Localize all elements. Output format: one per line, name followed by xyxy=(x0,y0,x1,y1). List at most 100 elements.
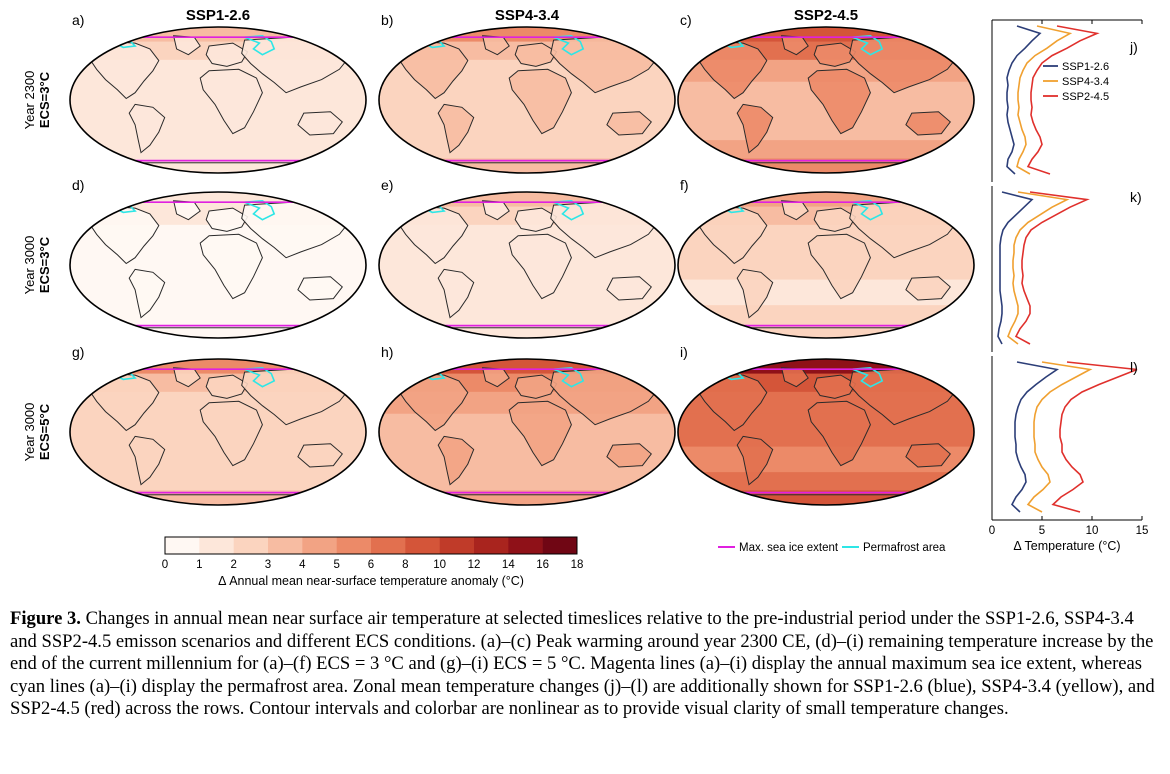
zonal-x-axis-label: Δ Temperature (°C) xyxy=(1013,539,1120,553)
column-title-ssp434: SSP4-3.4 xyxy=(495,7,560,24)
continent-africa xyxy=(807,233,871,300)
map-panel-b: b) xyxy=(378,12,676,174)
zonal-x-tick-label: 10 xyxy=(1086,525,1099,537)
antarctica xyxy=(70,327,366,338)
zonal-legend-label: SSP2-4.5 xyxy=(1062,91,1109,103)
map-panel-i: i) xyxy=(677,344,975,506)
continent-europe xyxy=(813,42,857,67)
colorbar-tick-label: 3 xyxy=(265,559,271,571)
zonal-line-ssp1-2.6 xyxy=(1011,361,1060,513)
zonal-line-ssp4-3.4 xyxy=(1026,361,1093,513)
figure-3: SSP1-2.6 SSP4-3.4 SSP2-4.5 Year 2300 ECS… xyxy=(22,7,1148,588)
antarctica xyxy=(379,327,675,338)
colorbar-segment xyxy=(371,537,406,554)
zonal-line-ssp1-2.6 xyxy=(1006,25,1042,175)
zonal-x-tick-label: 0 xyxy=(989,525,995,537)
continent-southAmerica xyxy=(128,435,166,486)
continent-europe xyxy=(813,374,857,399)
colorbar-tick-label: 4 xyxy=(299,559,306,571)
panel-letter: c) xyxy=(680,12,692,28)
continent-northAmerica xyxy=(695,206,768,265)
colorbar: 0 1 2 3 4 5 6 8 10 12 14 16 18 xyxy=(162,536,583,571)
colorbar-tick-label: 10 xyxy=(433,559,446,571)
map-panels: a) b) c) d) e) f) g) h) i) xyxy=(69,12,975,506)
colorbar-segment xyxy=(302,537,337,554)
continent-australia xyxy=(606,111,652,136)
row-label-1: Year 2300 ECS=3°C xyxy=(22,71,52,130)
zonal-legend-label: SSP4-3.4 xyxy=(1062,76,1109,88)
map-panel-f: f) xyxy=(677,177,975,339)
continent-africa xyxy=(807,400,871,467)
map-outline xyxy=(69,191,367,339)
temperature-band xyxy=(678,472,974,491)
continent-australia xyxy=(297,443,343,468)
temperature-band xyxy=(379,359,675,375)
map-outline xyxy=(69,26,367,174)
continent-africa xyxy=(199,233,263,300)
colorbar-tick-label: 16 xyxy=(536,559,549,571)
continent-northAmerica xyxy=(87,206,160,265)
zonal-panel-letter: l) xyxy=(1130,359,1138,375)
continent-africa xyxy=(199,68,263,135)
row-label-3: Year 3000 ECS=5°C xyxy=(22,403,52,462)
continent-northAmerica xyxy=(87,41,160,100)
colorbar-tick-label: 12 xyxy=(468,559,481,571)
row-label-2-year: Year 3000 xyxy=(22,236,37,295)
map-outline xyxy=(69,358,367,506)
panel-letter: i) xyxy=(680,344,688,360)
continent-southAmerica xyxy=(736,435,774,486)
continent-australia xyxy=(905,443,951,468)
continent-europe xyxy=(205,207,249,232)
colorbar-segment xyxy=(542,537,578,554)
map-panel-a: a) xyxy=(69,12,367,174)
map-legend: Max. sea ice extent Permafrost area xyxy=(718,542,946,554)
colorbar-tick-label: 0 xyxy=(162,559,168,571)
continent-southAmerica xyxy=(736,103,774,154)
antarctica xyxy=(379,494,675,505)
zonal-panel-j: j) SSP1-2.6 SSP4-3.4 SSP2-4.5 xyxy=(991,19,1143,182)
caption-text: Changes in annual mean near surface air … xyxy=(10,608,1155,720)
colorbar-segment xyxy=(199,537,234,554)
temperature-band xyxy=(70,140,366,159)
row-label-3-ecs: ECS=5°C xyxy=(37,403,52,460)
map-panel-e: e) xyxy=(378,177,676,339)
antarctica xyxy=(678,327,974,338)
continent-europe xyxy=(813,207,857,232)
zonal-line-ssp4-3.4 xyxy=(1016,25,1073,175)
colorbar-tick-label: 14 xyxy=(502,559,515,571)
continent-europe xyxy=(514,374,558,399)
continent-europe xyxy=(205,374,249,399)
zonal-panel-l: 0 5 10 15 Δ Temperature (°C) l) xyxy=(989,356,1148,553)
temperature-band xyxy=(379,27,675,43)
panel-letter: h) xyxy=(381,344,393,360)
continent-northAmerica xyxy=(396,41,469,100)
zonal-panel-letter: k) xyxy=(1130,189,1142,205)
temperature-band xyxy=(70,27,366,43)
zonal-line-ssp2-4.5 xyxy=(1051,361,1138,513)
colorbar-tick-label: 8 xyxy=(402,559,408,571)
colorbar-tick-label: 6 xyxy=(368,559,374,571)
temperature-band xyxy=(678,140,974,159)
continent-australia xyxy=(905,111,951,136)
sea-ice-legend-label: Max. sea ice extent xyxy=(739,542,839,554)
map-panel-c: c) xyxy=(677,12,975,174)
colorbar-frame xyxy=(164,536,578,555)
row-label-2-ecs: ECS=3°C xyxy=(37,236,52,293)
temperature-band xyxy=(379,305,675,324)
temperature-band xyxy=(379,140,675,159)
antarctica xyxy=(379,162,675,173)
continent-africa xyxy=(807,68,871,135)
temperature-band xyxy=(379,472,675,491)
continent-southAmerica xyxy=(736,268,774,319)
zonal-line-ssp2-4.5 xyxy=(1026,25,1100,175)
continent-australia xyxy=(297,111,343,136)
continent-europe xyxy=(514,207,558,232)
continent-europe xyxy=(514,42,558,67)
continent-northAmerica xyxy=(695,373,768,432)
temperature-band xyxy=(678,27,974,43)
continent-australia xyxy=(905,276,951,301)
continent-africa xyxy=(508,233,572,300)
continent-northAmerica xyxy=(695,41,768,100)
temperature-band xyxy=(70,359,366,375)
map-panel-d: d) xyxy=(69,177,367,339)
